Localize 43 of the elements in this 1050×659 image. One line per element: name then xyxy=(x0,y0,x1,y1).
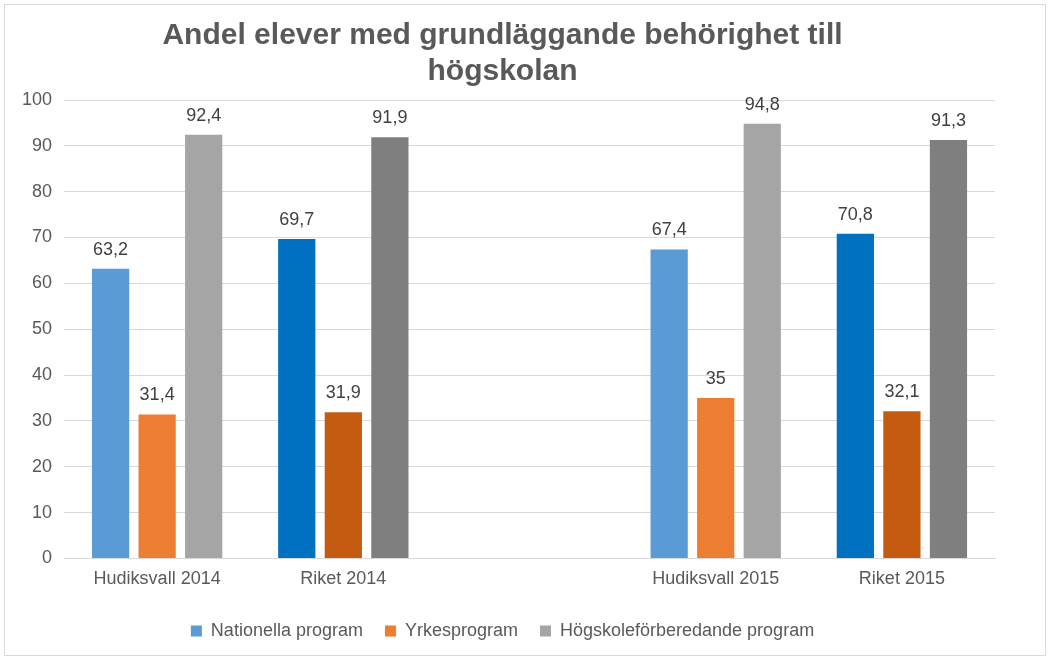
y-tick-label: 80 xyxy=(32,180,53,201)
y-tick-label: 50 xyxy=(32,318,53,339)
chart-title: Andel elever med grundläggande behörighet till högskolan xyxy=(162,17,843,87)
data-label: 63,2 xyxy=(93,238,129,259)
y-tick-label: 90 xyxy=(32,134,53,155)
bar xyxy=(278,238,316,558)
data-label: 91,9 xyxy=(372,107,408,128)
x-tick-label: Riket 2015 xyxy=(858,568,945,589)
data-label: 94,8 xyxy=(744,93,780,114)
bar xyxy=(138,414,176,558)
data-label: 35 xyxy=(705,367,726,388)
y-tick-label: 100 xyxy=(21,88,53,109)
x-tick-label: Hudiksvall 2015 xyxy=(652,568,780,589)
bar xyxy=(929,139,968,558)
bar xyxy=(650,249,688,558)
legend-label: Högskoleförberedande program xyxy=(559,619,815,640)
data-label: 70,8 xyxy=(837,203,873,224)
bar xyxy=(697,397,735,558)
bar xyxy=(836,233,874,558)
data-label: 31,4 xyxy=(139,384,175,405)
data-label: 32,1 xyxy=(884,381,920,402)
data-label: 67,4 xyxy=(651,219,687,240)
bar xyxy=(91,268,130,558)
y-tick-label: 40 xyxy=(32,364,53,385)
data-label: 92,4 xyxy=(186,104,222,125)
bar xyxy=(185,134,223,558)
x-tick-label: Riket 2014 xyxy=(300,568,387,589)
data-label: 31,9 xyxy=(325,382,361,403)
bar xyxy=(743,123,781,558)
data-label: 91,3 xyxy=(930,109,966,130)
bar xyxy=(324,412,362,558)
y-tick-label: 0 xyxy=(42,547,53,568)
y-tick-label: 70 xyxy=(32,226,53,247)
y-tick-label: 10 xyxy=(32,501,53,522)
legend-label: Nationella program xyxy=(210,619,363,640)
y-tick-label: 30 xyxy=(32,409,53,430)
y-tick-label: 60 xyxy=(32,272,53,293)
x-tick-label: Hudiksvall 2014 xyxy=(93,568,221,589)
data-label: 69,7 xyxy=(279,208,315,229)
y-tick-label: 20 xyxy=(32,455,53,476)
bar xyxy=(883,411,921,558)
legend-label: Yrkesprogram xyxy=(404,619,518,640)
bar xyxy=(371,137,409,558)
